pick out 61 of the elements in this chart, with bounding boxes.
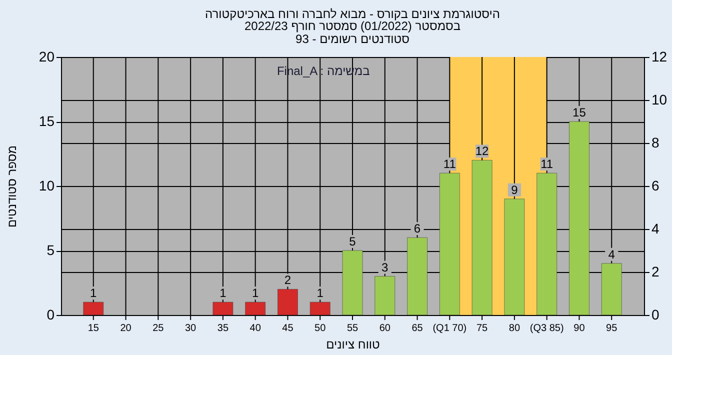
x-tick-label: 90 xyxy=(574,323,586,334)
x-tick-label: 45 xyxy=(282,323,294,334)
bar xyxy=(601,263,622,316)
bar xyxy=(472,160,492,316)
x-tick-label: 50 xyxy=(314,323,326,334)
data-label: 1 xyxy=(316,286,324,300)
bar xyxy=(245,302,266,316)
data-label: 2 xyxy=(284,273,292,288)
x-tick-label: 60 xyxy=(379,323,391,334)
bar xyxy=(536,172,557,316)
y-tick-label: 10 xyxy=(38,178,55,194)
x-tick-label: 55 xyxy=(346,323,358,334)
x-tick-label: 40 xyxy=(250,323,262,334)
y2-tick-label: 6 xyxy=(652,178,660,194)
bar xyxy=(504,198,525,316)
data-label: 3 xyxy=(382,260,389,274)
x-tick-label: (Q1 70) xyxy=(432,323,467,334)
x-tick-label: 20 xyxy=(120,323,132,334)
data-label: 1 xyxy=(220,286,227,300)
data-label: 12 xyxy=(475,144,490,158)
data-label: 15 xyxy=(572,106,586,120)
bar xyxy=(310,302,330,316)
x-axis-title: טווח ציונים xyxy=(326,338,380,352)
bar xyxy=(83,302,104,316)
data-label: 4 xyxy=(608,247,616,262)
y-axis-title: מספר סטודנטים xyxy=(4,145,19,228)
y-tick-label: 15 xyxy=(38,113,55,129)
y2-tick-label: 10 xyxy=(652,92,668,108)
x-tick-label: 15 xyxy=(88,323,100,334)
y-tick-label: 0 xyxy=(46,306,55,322)
y2-tick-label: 12 xyxy=(652,48,668,64)
bar xyxy=(407,237,428,316)
bar xyxy=(342,250,363,316)
x-tick-label: 75 xyxy=(476,323,488,334)
data-label: 5 xyxy=(349,234,356,248)
data-label: 11 xyxy=(540,157,554,172)
x-tick-label: 25 xyxy=(152,323,164,334)
x-tick-label: 80 xyxy=(508,323,520,334)
y-tick-label: 20 xyxy=(38,48,55,64)
x-tick-label: 30 xyxy=(184,323,197,334)
data-label: 1 xyxy=(252,286,259,300)
bar xyxy=(374,276,396,316)
bar xyxy=(440,172,460,316)
x-tick-label: (Q3 85) xyxy=(530,323,564,334)
bar xyxy=(569,121,590,316)
y2-tick-label: 2 xyxy=(652,264,660,280)
y2-tick-label: 8 xyxy=(652,134,660,150)
x-tick-label: 35 xyxy=(217,323,229,334)
bar xyxy=(212,302,234,316)
x-tick-label: 65 xyxy=(412,323,424,334)
data-label: 6 xyxy=(414,222,421,236)
bar xyxy=(278,289,298,316)
chart-subtitle: בסמסטר (01/2022) סמסטר חורף 2022/23 סטודנטים רשומים - 93 xyxy=(244,19,461,46)
y2-tick-label: 4 xyxy=(652,220,660,236)
data-label: 11 xyxy=(443,157,456,172)
x-tick-label: 95 xyxy=(606,323,618,334)
chart-title: היסטוגרמת ציונים בקורס - מבוא לחברה ורוח בארכיטקטורה xyxy=(205,7,500,21)
data-label: 9 xyxy=(511,182,518,197)
data-label: 1 xyxy=(90,286,98,300)
y-tick-label: 5 xyxy=(46,242,55,258)
y2-tick-label: 0 xyxy=(652,306,660,322)
